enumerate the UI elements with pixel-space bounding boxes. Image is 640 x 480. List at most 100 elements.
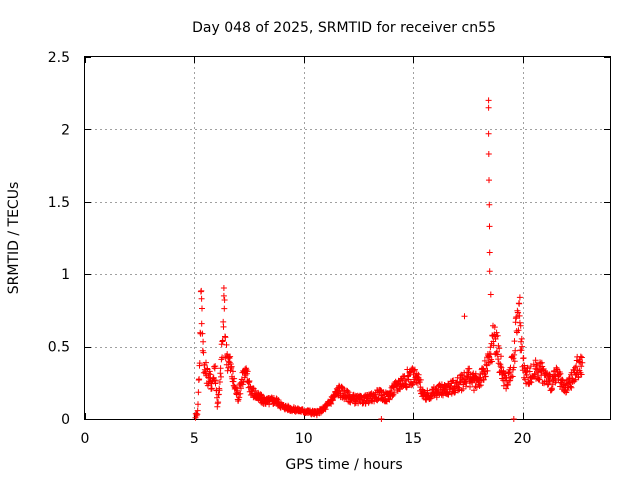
data-point xyxy=(505,369,512,376)
data-point xyxy=(196,376,203,383)
data-point xyxy=(485,104,492,111)
data-points xyxy=(192,97,586,422)
x-tick-label: 0 xyxy=(81,431,90,447)
data-point xyxy=(378,416,385,422)
data-point xyxy=(215,391,222,398)
data-point xyxy=(487,291,494,298)
data-point xyxy=(415,371,422,378)
data-point xyxy=(194,407,201,414)
data-point xyxy=(199,305,205,312)
data-point xyxy=(238,385,244,392)
data-point xyxy=(504,381,511,388)
data-point xyxy=(227,353,234,360)
data-point xyxy=(510,355,517,362)
data-point xyxy=(231,375,238,382)
data-point xyxy=(511,338,518,345)
data-point xyxy=(485,97,492,104)
data-point xyxy=(511,351,518,358)
y-tick-label: 0 xyxy=(61,412,70,428)
data-point xyxy=(520,355,527,361)
data-point xyxy=(535,369,542,376)
data-point xyxy=(477,382,484,389)
data-point xyxy=(578,363,585,370)
data-point xyxy=(220,285,227,291)
data-point xyxy=(221,297,228,303)
data-point xyxy=(220,292,227,299)
data-point xyxy=(221,305,228,312)
data-point xyxy=(386,396,393,403)
data-point xyxy=(487,344,494,351)
y-tick-label: 1 xyxy=(61,267,70,283)
data-point xyxy=(409,381,416,388)
data-point xyxy=(362,400,369,407)
data-point xyxy=(207,371,214,378)
data-point xyxy=(510,416,517,422)
data-point xyxy=(200,349,207,356)
x-axis-label: GPS time / hours xyxy=(285,457,402,473)
data-point xyxy=(216,387,223,394)
data-point xyxy=(198,287,205,294)
data-point xyxy=(493,350,500,357)
data-point xyxy=(206,368,213,375)
plot-frame xyxy=(84,56,611,420)
data-point xyxy=(511,358,518,365)
data-point xyxy=(208,385,215,392)
data-point xyxy=(515,327,522,334)
data-point xyxy=(228,363,235,370)
y-tick-label: 2 xyxy=(61,122,70,138)
data-point xyxy=(449,378,456,384)
data-point xyxy=(218,341,225,348)
x-tick-label: 20 xyxy=(514,431,532,447)
data-point xyxy=(494,351,501,358)
data-point xyxy=(518,338,524,345)
data-point xyxy=(509,373,516,380)
data-point xyxy=(540,365,547,372)
data-point xyxy=(568,384,575,391)
y-tick-label: 0.5 xyxy=(48,340,70,356)
data-point xyxy=(497,363,504,370)
data-point xyxy=(486,249,493,256)
data-point xyxy=(208,386,215,392)
data-point xyxy=(411,367,418,374)
data-point xyxy=(513,314,520,320)
data-point xyxy=(518,335,525,342)
data-point xyxy=(577,353,584,360)
data-point xyxy=(486,268,493,275)
data-point xyxy=(491,324,498,331)
data-point xyxy=(344,388,351,395)
data-point xyxy=(461,313,468,320)
data-point xyxy=(216,379,223,385)
data-point xyxy=(200,338,207,345)
data-point xyxy=(217,365,224,372)
data-point xyxy=(214,394,220,401)
data-point xyxy=(495,356,502,363)
data-point xyxy=(526,368,533,375)
axis-ticks xyxy=(85,57,610,420)
data-point xyxy=(220,323,227,330)
data-point xyxy=(516,294,523,301)
data-point xyxy=(218,373,224,380)
data-point xyxy=(573,363,580,370)
data-point xyxy=(199,330,206,337)
data-point xyxy=(485,130,492,137)
data-point xyxy=(212,377,219,384)
data-point xyxy=(515,309,522,316)
data-point xyxy=(531,371,538,378)
data-point xyxy=(486,177,492,184)
data-point xyxy=(391,389,398,396)
x-tick-label: 15 xyxy=(404,431,422,447)
data-point xyxy=(484,367,491,374)
data-point xyxy=(546,377,553,384)
data-point xyxy=(567,383,574,390)
data-point xyxy=(488,358,495,365)
data-point xyxy=(536,376,543,383)
data-point xyxy=(486,223,493,230)
data-point xyxy=(544,381,551,388)
data-point xyxy=(494,332,501,339)
data-point xyxy=(480,376,487,383)
data-point xyxy=(481,357,488,364)
data-point xyxy=(578,371,585,378)
data-point xyxy=(257,391,264,398)
data-point xyxy=(486,201,493,208)
